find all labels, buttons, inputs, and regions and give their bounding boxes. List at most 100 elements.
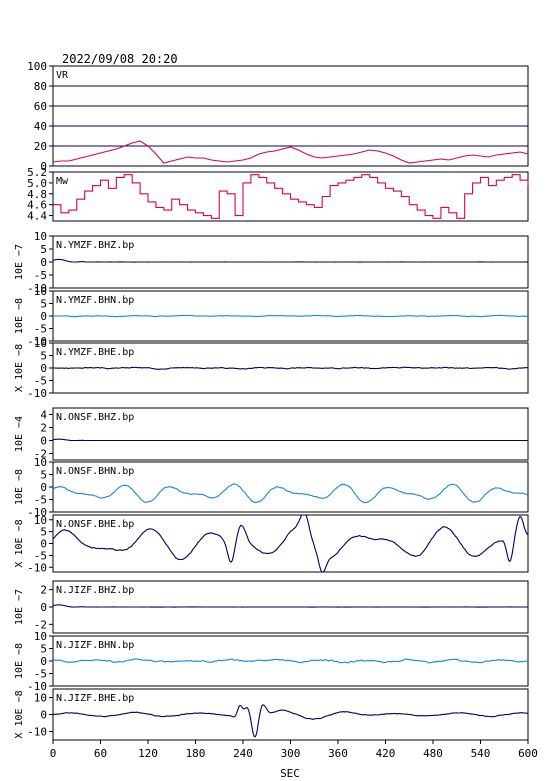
y-tick-label: 0 [40,310,47,323]
x-tick-label: 240 [233,747,253,760]
panel-label: N.YMZF.BHE.bp [56,347,134,358]
y-tick-label: -10 [27,680,47,693]
datetime-header: 2022/09/08 20:20 [62,52,178,66]
y-tick-label: -5 [34,668,47,681]
panel-label: N.ONSF.BHE.bp [56,519,134,530]
y-axis-label: 10E −7 [14,244,25,280]
x-tick-label: 420 [376,747,396,760]
y-tick-label: 4.4 [27,210,47,223]
y-axis-label: 10E −8 [14,469,25,505]
y-tick-label: 2 [40,584,47,597]
y-tick-label: 4 [40,409,47,422]
y-tick-label: -5 [34,269,47,282]
y-tick-label: 60 [34,100,47,113]
panel-frame [52,65,529,167]
y-tick-label: 4.8 [27,188,47,201]
y-tick-label: 5.2 [27,166,47,179]
y-tick-label: 10 [34,692,47,705]
panel-label: N.YMZF.BHZ.bp [56,240,134,251]
trace-line [52,314,529,318]
panel-n-jizf-bhe-bp: -10 0 10 N.JIZF.BHE.bp X 10E −8 [14,688,529,741]
y-tick-label: 10 [34,514,47,527]
y-tick-label: 80 [34,80,47,93]
trace-line [52,658,529,664]
y-tick-label: 10 [34,337,47,350]
y-tick-label: -2 [34,448,47,461]
x-tick-label: 600 [518,747,538,760]
y-tick-label: 10 [34,230,47,243]
y-tick-label: 5 [40,298,47,311]
y-tick-label: -10 [27,282,47,295]
x-tick-label: 540 [471,747,491,760]
y-tick-label: -10 [27,387,47,400]
x-tick-label: 300 [281,747,301,760]
trace-line [53,174,529,219]
x-tick-label: 180 [186,747,206,760]
panel-label: N.ONSF.BHN.bp [56,466,134,477]
panel-label: N.ONSF.BHZ.bp [56,412,134,423]
y-axis-label: 10E −7 [14,589,25,625]
y-axis-label: 10E −4 [14,416,25,452]
y-tick-label: 0 [40,601,47,614]
y-tick-label: 5 [40,469,47,482]
y-tick-label: 0 [40,160,47,173]
y-tick-label: -2 [34,618,47,631]
panel-label: VR [56,70,69,81]
y-axis-label: X 10E −8 [14,344,25,392]
y-tick-label: 10 [34,456,47,469]
y-tick-label: 5 [40,643,47,656]
y-tick-label: 100 [27,60,47,73]
y-tick-label: 0 [40,538,47,551]
trace-line [52,483,529,504]
y-tick-label: 2 [40,422,47,435]
x-tick-label: 360 [328,747,348,760]
y-tick-label: 5 [40,243,47,256]
y-tick-label: 0 [40,435,47,448]
y-tick-label: 0 [40,362,47,375]
y-axis-label: X 10E −8 [14,690,25,738]
y-tick-label: -10 [27,506,47,519]
y-tick-label: 0 [40,709,47,722]
y-tick-label: -5 [34,494,47,507]
trace-line [52,604,528,608]
y-tick-label: -10 [27,561,47,574]
y-tick-label: -10 [27,726,47,739]
panel-frame [52,407,529,461]
y-tick-label: 10 [34,630,47,643]
y-tick-label: -5 [34,549,47,562]
x-tick-label: 60 [94,747,107,760]
panel-label: N.JIZF.BHN.bp [56,640,134,651]
y-tick-label: -5 [34,323,47,336]
panel-label: N.JIZF.BHE.bp [56,693,134,704]
y-tick-label: 20 [34,140,47,153]
y-axis-label: 10E −8 [14,643,25,679]
trace-line [52,366,529,370]
y-tick-label: -10 [27,335,47,348]
x-tick-label: 0 [50,747,57,760]
y-tick-label: 5 [40,350,47,363]
y-tick-label: 0 [40,256,47,269]
y-tick-label: 40 [34,120,47,133]
y-tick-label: 5.0 [27,177,47,190]
panel-frame [52,171,529,222]
trace-line [52,258,528,263]
y-tick-label: 5 [40,526,47,539]
y-tick-label: 0 [40,481,47,494]
x-axis-label: SEC [280,767,300,780]
panel-mw: 4.44.64.85.05.2 Mw [27,166,529,223]
trace-line [52,438,528,442]
x-tick-label: 480 [423,747,443,760]
y-axis-label: 10E −8 [14,298,25,334]
panel-label: N.YMZF.BHN.bp [56,295,134,306]
y-tick-label: 4.6 [27,199,47,212]
panel-label: N.JIZF.BHZ.bp [56,585,134,596]
y-tick-label: 10 [34,285,47,298]
y-tick-label: -5 [34,375,47,388]
trace-line [52,140,529,164]
